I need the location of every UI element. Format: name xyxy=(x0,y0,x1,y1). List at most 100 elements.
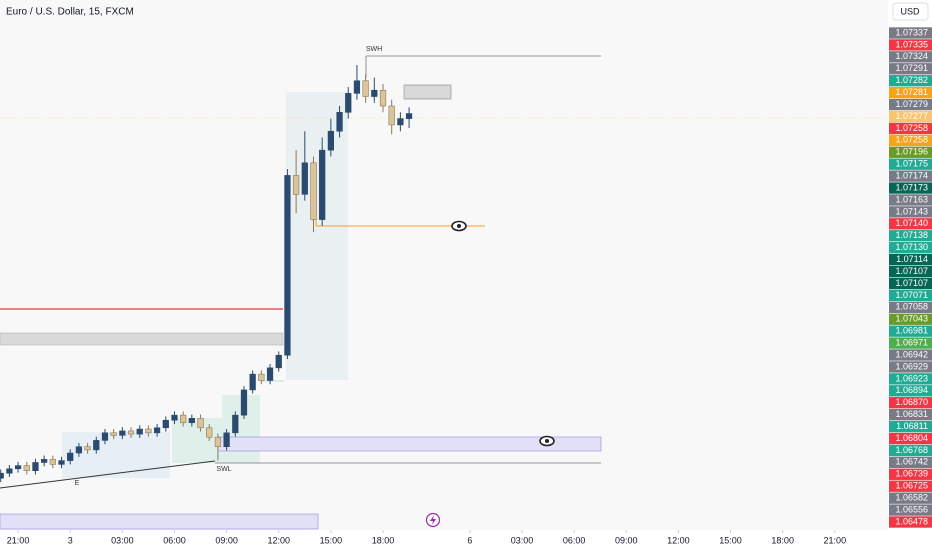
price-label: 1.06870 xyxy=(895,397,928,407)
price-label-box xyxy=(889,349,932,361)
candle-body xyxy=(275,354,282,369)
price-label-box xyxy=(889,75,932,87)
price-label-box xyxy=(889,182,932,194)
x-tick-label: 09:00 xyxy=(215,535,238,545)
chart-title: Euro / U.S. Dollar, 15, FXCM xyxy=(6,7,134,18)
price-label: 1.06894 xyxy=(895,385,928,395)
candle-body xyxy=(119,430,126,436)
candle-body xyxy=(292,175,300,195)
x-tick-label: 18:00 xyxy=(771,535,794,545)
eye-icon[interactable] xyxy=(451,220,467,232)
price-label: 1.07174 xyxy=(895,170,928,180)
candle-body xyxy=(32,462,39,471)
x-tick-label: 21:00 xyxy=(7,535,30,545)
candle-body xyxy=(153,427,161,434)
price-label-box xyxy=(889,242,932,254)
candle-body xyxy=(327,130,334,151)
price-label: 1.07324 xyxy=(895,51,928,61)
price-label-box xyxy=(889,39,932,51)
candle-body xyxy=(223,432,230,448)
price-label-box xyxy=(889,98,932,111)
price-label: 1.07114 xyxy=(896,254,928,264)
price-label: 1.07163 xyxy=(895,194,928,204)
event-icon[interactable] xyxy=(425,512,441,528)
price-label: 1.06725 xyxy=(895,481,928,491)
price-label: 1.06556 xyxy=(895,504,928,514)
price-label: 1.07281 xyxy=(895,87,928,97)
candle-body xyxy=(162,419,169,429)
candle-body xyxy=(75,446,83,454)
price-label: 1.06768 xyxy=(895,445,928,455)
candle-body xyxy=(14,465,22,470)
price-label-box xyxy=(889,158,932,170)
price-label-box xyxy=(889,385,932,397)
annotation: E xyxy=(75,480,80,487)
price-label: 1.06923 xyxy=(895,373,928,383)
candle-body xyxy=(67,452,74,461)
price-label: 1.06804 xyxy=(895,433,928,443)
price-label: 1.07258 xyxy=(895,123,928,133)
zone xyxy=(62,432,170,478)
candle-body xyxy=(180,414,187,424)
price-label: 1.06739 xyxy=(895,469,928,479)
price-label-box xyxy=(889,206,932,218)
price-label-box xyxy=(889,373,932,385)
price-label-box xyxy=(889,265,932,278)
price-label: 1.06971 xyxy=(895,337,928,347)
price-label-box xyxy=(889,325,932,337)
candle-body xyxy=(266,367,274,381)
price-label-box xyxy=(889,397,932,409)
x-tick-label: 15:00 xyxy=(719,535,742,545)
price-label: 1.07196 xyxy=(895,147,928,157)
price-label-box xyxy=(889,456,932,469)
price-label: 1.07337 xyxy=(895,27,928,37)
candle-body xyxy=(214,436,222,448)
candle-body xyxy=(345,93,352,113)
price-label: 1.07071 xyxy=(895,290,928,300)
zone xyxy=(0,513,319,530)
price-label-box xyxy=(889,86,932,99)
price-label-box xyxy=(889,468,932,480)
candle-body xyxy=(319,149,326,220)
candle-body xyxy=(127,430,135,435)
price-label: 1.06981 xyxy=(895,326,928,336)
candle-body xyxy=(258,373,265,381)
price-label-box xyxy=(889,27,932,39)
price-label: 1.06582 xyxy=(895,493,928,503)
candle-body xyxy=(0,472,4,479)
zone xyxy=(172,418,222,463)
price-label: 1.06929 xyxy=(895,361,928,371)
price-label-box xyxy=(889,480,932,492)
candle-body xyxy=(58,460,65,465)
currency-button[interactable] xyxy=(892,2,929,21)
zone xyxy=(403,84,452,100)
price-label: 1.07107 xyxy=(895,266,928,276)
price-label: 1.06831 xyxy=(895,409,928,419)
trend-line xyxy=(0,460,216,489)
price-label-box xyxy=(889,408,932,421)
x-tick-label: 3 xyxy=(68,535,73,545)
candle-body xyxy=(41,459,48,463)
candle-body xyxy=(388,105,395,126)
price-label-box xyxy=(889,313,932,325)
candle-body xyxy=(362,80,369,97)
price-label: 1.07130 xyxy=(895,242,928,252)
price-label: 1.07175 xyxy=(895,159,928,169)
x-tick-label: 03:00 xyxy=(111,535,134,545)
x-tick-label: 15:00 xyxy=(320,535,343,545)
time-axis-background xyxy=(0,530,888,550)
candle-body xyxy=(101,432,109,441)
price-label-box xyxy=(889,134,932,147)
candle-body xyxy=(379,89,387,107)
eye-icon[interactable] xyxy=(539,435,555,447)
candle-body xyxy=(284,175,291,356)
price-label-box xyxy=(889,504,932,516)
candle-body xyxy=(110,432,117,436)
price-label-box xyxy=(889,194,932,206)
candle-body xyxy=(6,468,13,474)
candle-body xyxy=(310,162,317,220)
x-tick-label: 21:00 xyxy=(824,535,847,545)
price-label-box xyxy=(889,361,932,373)
